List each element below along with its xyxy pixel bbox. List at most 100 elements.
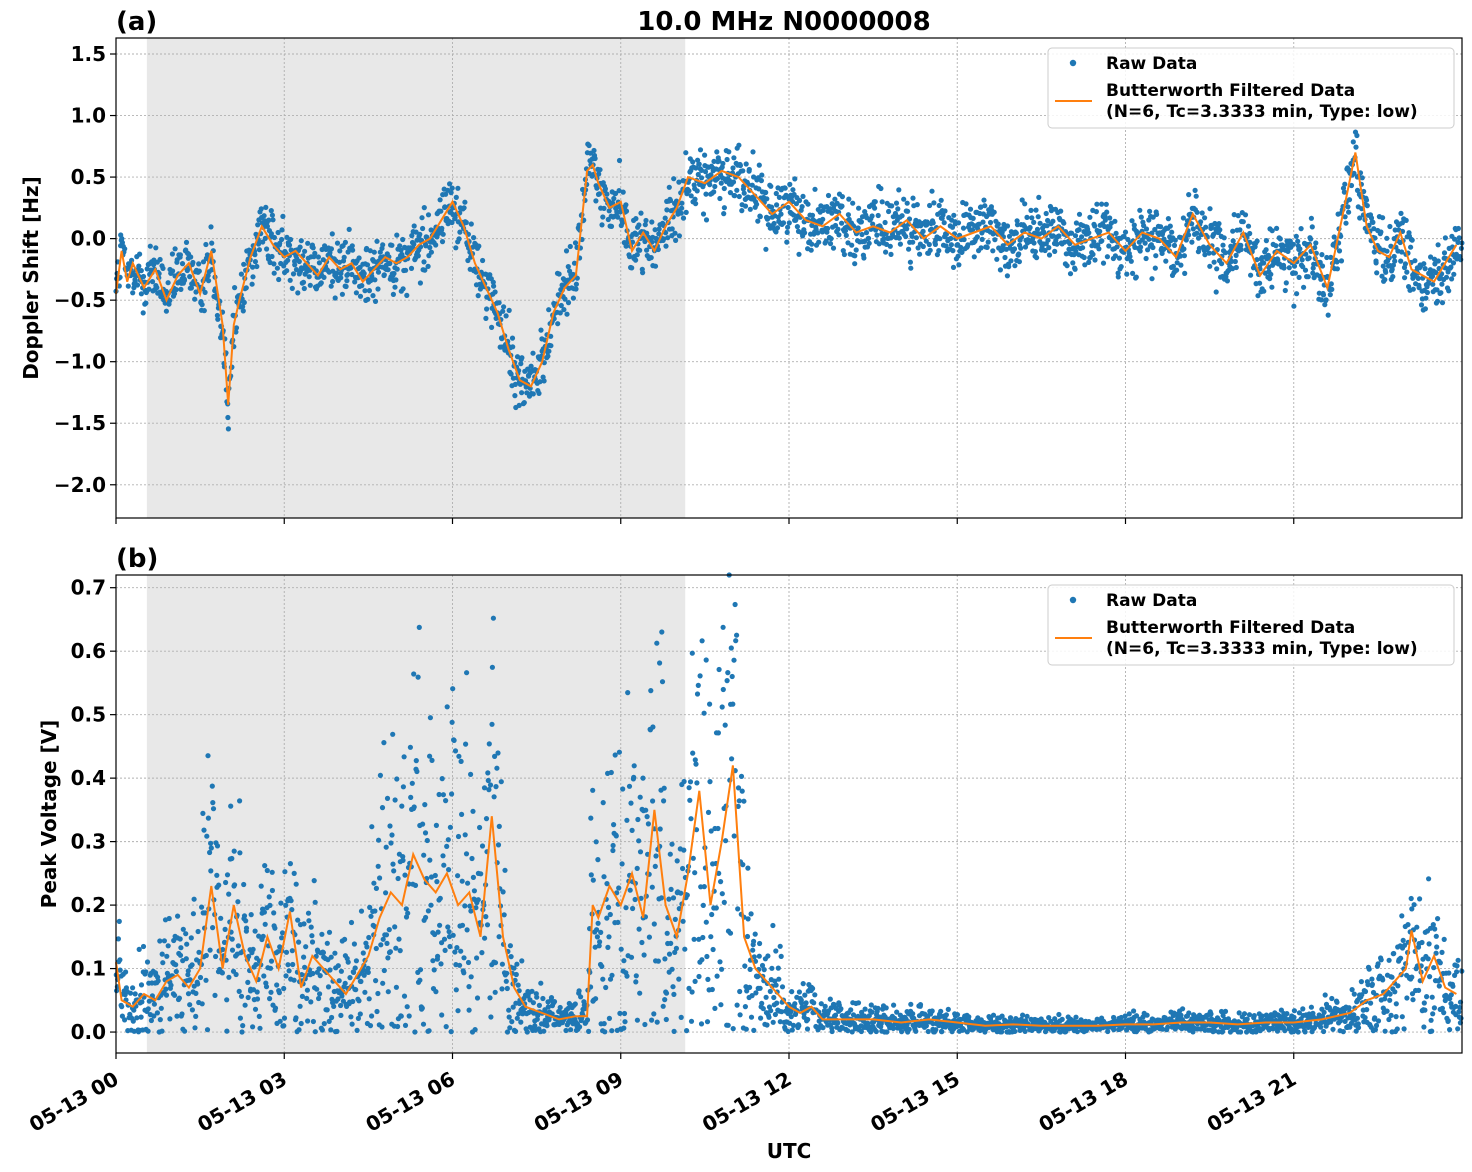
raw-data-point xyxy=(298,1020,304,1027)
raw-data-point xyxy=(411,241,417,247)
raw-data-point xyxy=(1212,220,1218,227)
panel-b-shade xyxy=(146,575,686,1053)
raw-data-point xyxy=(990,248,996,254)
raw-data-point xyxy=(664,207,670,213)
raw-data-point xyxy=(752,931,758,937)
raw-data-point xyxy=(370,293,376,299)
raw-data-point xyxy=(1410,286,1416,292)
raw-data-point xyxy=(138,291,144,297)
raw-data-point xyxy=(495,842,502,848)
raw-data-point xyxy=(380,242,386,248)
raw-data-point xyxy=(1115,274,1121,280)
raw-data-point xyxy=(449,719,455,725)
raw-data-point xyxy=(197,974,204,981)
raw-data-point xyxy=(1301,284,1307,290)
raw-data-point xyxy=(630,905,636,912)
raw-data-point xyxy=(1214,266,1220,272)
raw-data-point xyxy=(393,984,399,990)
raw-data-point xyxy=(1281,265,1287,271)
raw-data-point xyxy=(1104,254,1110,260)
raw-data-point xyxy=(729,673,735,680)
raw-data-point xyxy=(509,1019,515,1025)
raw-data-point xyxy=(698,167,705,173)
raw-data-point xyxy=(368,913,374,919)
raw-data-point xyxy=(693,165,699,171)
raw-data-point xyxy=(324,940,330,946)
raw-data-point xyxy=(709,986,715,993)
raw-data-point xyxy=(861,238,868,244)
raw-data-point xyxy=(960,225,967,231)
raw-data-point xyxy=(270,217,276,223)
raw-data-point xyxy=(943,243,949,249)
raw-data-point xyxy=(172,992,178,998)
raw-data-point xyxy=(1342,181,1348,187)
raw-data-point xyxy=(334,270,340,276)
raw-data-point xyxy=(463,219,469,226)
raw-data-point xyxy=(891,1002,897,1008)
raw-data-point xyxy=(668,886,674,893)
raw-data-point xyxy=(672,230,678,236)
raw-data-point xyxy=(716,666,722,673)
raw-data-point xyxy=(427,857,433,863)
raw-data-point xyxy=(683,150,689,156)
raw-data-point xyxy=(383,932,390,938)
raw-data-point xyxy=(400,784,406,790)
raw-data-point xyxy=(705,976,711,983)
raw-data-point xyxy=(283,949,290,955)
raw-data-point xyxy=(926,241,932,248)
y-tick-label: 0.5 xyxy=(71,165,106,189)
raw-data-point xyxy=(1404,269,1410,275)
raw-data-point xyxy=(661,236,667,242)
raw-data-point xyxy=(742,963,748,969)
raw-data-point xyxy=(796,989,803,995)
raw-data-point xyxy=(713,905,719,911)
raw-data-point xyxy=(272,1005,279,1011)
raw-data-point xyxy=(210,925,216,931)
raw-data-point xyxy=(1284,1011,1290,1017)
raw-data-point xyxy=(484,306,490,312)
panel-a-ylabel: Doppler Shift [Hz] xyxy=(19,176,43,380)
raw-data-point xyxy=(869,1009,875,1015)
raw-data-point xyxy=(309,933,315,939)
raw-data-point xyxy=(372,277,378,283)
raw-data-point xyxy=(125,283,131,289)
raw-data-point xyxy=(183,931,189,937)
raw-data-point xyxy=(652,863,658,870)
raw-data-point xyxy=(457,229,463,235)
raw-data-point xyxy=(1153,253,1159,259)
raw-data-point xyxy=(240,308,246,314)
raw-data-point xyxy=(1446,288,1452,294)
raw-data-point xyxy=(224,1028,230,1034)
raw-data-point xyxy=(812,186,818,192)
raw-data-point xyxy=(1186,1010,1192,1016)
raw-data-point xyxy=(656,231,662,237)
raw-data-point xyxy=(600,976,606,982)
raw-data-point xyxy=(1145,247,1151,253)
raw-data-point xyxy=(659,629,665,635)
raw-data-point xyxy=(633,257,639,263)
raw-data-point xyxy=(1034,255,1040,261)
raw-data-point xyxy=(252,928,258,934)
raw-data-point xyxy=(757,214,763,220)
raw-data-point xyxy=(459,811,465,818)
raw-data-point xyxy=(422,830,429,836)
raw-data-point xyxy=(853,247,859,253)
raw-data-point xyxy=(245,994,251,1001)
raw-data-point xyxy=(700,902,706,909)
raw-data-point xyxy=(500,308,506,314)
raw-data-point xyxy=(372,908,378,914)
raw-data-point xyxy=(638,210,644,216)
raw-data-point xyxy=(951,212,957,218)
raw-data-point xyxy=(528,363,534,369)
raw-data-point xyxy=(680,865,686,872)
raw-data-point xyxy=(715,825,721,832)
raw-data-point xyxy=(769,204,775,210)
raw-data-point xyxy=(778,211,784,217)
raw-data-point xyxy=(778,953,784,960)
raw-data-point xyxy=(262,235,268,241)
raw-data-point xyxy=(836,232,842,238)
raw-data-point xyxy=(425,908,431,914)
raw-data-point xyxy=(631,763,637,769)
raw-data-point xyxy=(714,176,721,182)
raw-data-point xyxy=(1328,254,1334,260)
